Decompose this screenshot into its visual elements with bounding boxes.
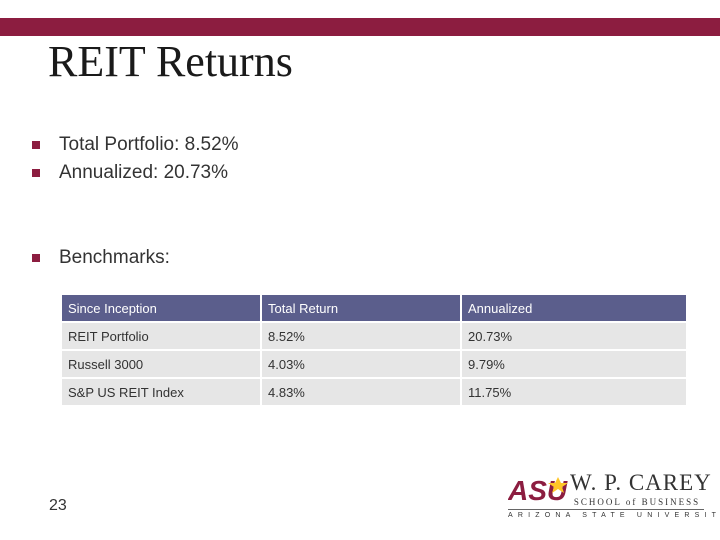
table-cell: 8.52% (262, 323, 460, 349)
slide-title: REIT Returns (48, 37, 293, 86)
column-header-annualized: Annualized (462, 295, 686, 321)
table-cell: 4.83% (262, 379, 460, 405)
bullet-item-annualized: Annualized: 20.73% (32, 161, 228, 185)
benchmarks-table: Since Inception Total Return Annualized … (60, 293, 688, 407)
table-cell: REIT Portfolio (62, 323, 260, 349)
table-cell: S&P US REIT Index (62, 379, 260, 405)
logo-divider (508, 509, 704, 510)
table-row: Russell 3000 4.03% 9.79% (62, 351, 686, 377)
asu-logo-icon: ASU (508, 475, 568, 503)
logo-school: SCHOOL of BUSINESS (573, 497, 701, 507)
bullet-item-total-portfolio: Total Portfolio: 8.52% (32, 133, 239, 157)
square-bullet-icon (32, 169, 40, 177)
bullet-text: Benchmarks: (59, 247, 170, 268)
table-row: S&P US REIT Index 4.83% 11.75% (62, 379, 686, 405)
square-bullet-icon (32, 141, 40, 149)
column-header-total-return: Total Return (262, 295, 460, 321)
table-cell: 9.79% (462, 351, 686, 377)
page-number: 23 (49, 497, 67, 514)
table-cell: 20.73% (462, 323, 686, 349)
logo-name: W. P. CAREY (570, 470, 712, 495)
table-row: REIT Portfolio 8.52% 20.73% (62, 323, 686, 349)
top-accent-bar (0, 18, 720, 36)
bullet-text: Total Portfolio: 8.52% (59, 134, 239, 155)
square-bullet-icon (32, 254, 40, 262)
table-cell: 11.75% (462, 379, 686, 405)
table-cell: 4.03% (262, 351, 460, 377)
table-cell: Russell 3000 (62, 351, 260, 377)
table-header-row: Since Inception Total Return Annualized (62, 295, 686, 321)
bullet-text: Annualized: 20.73% (59, 162, 229, 183)
wp-carey-logo: ASU W. P. CAREY SCHOOL of BUSINESS ARIZO… (508, 470, 720, 524)
column-header-since-inception: Since Inception (62, 295, 260, 321)
bullet-item-benchmarks: Benchmarks: (32, 246, 170, 270)
logo-university: ARIZONA STATE UNIVERSITY (508, 512, 720, 519)
